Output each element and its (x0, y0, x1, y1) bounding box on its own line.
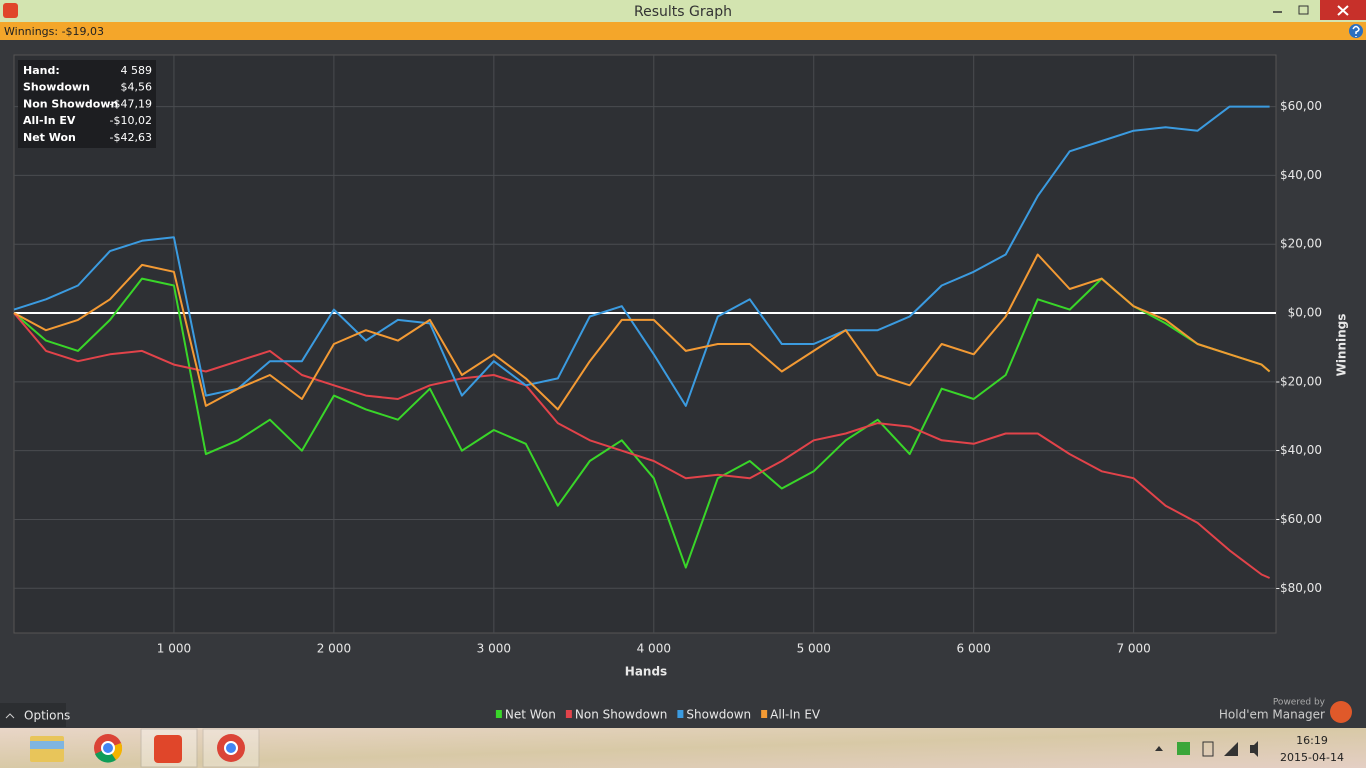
clock-date: 2015-04-14 (1280, 751, 1344, 764)
legend-item[interactable]: All-In EV (761, 708, 821, 722)
restore-button[interactable] (1298, 5, 1309, 15)
help-button[interactable] (1349, 24, 1363, 38)
legend-item[interactable]: Net Won (495, 708, 556, 722)
x-axis-title: Hands (625, 665, 667, 679)
legend-swatch (495, 710, 502, 718)
y-tick-label: -$80,00 (1276, 581, 1322, 595)
app-icon (3, 3, 18, 18)
series-line (13, 277, 1271, 569)
series-line (13, 105, 1270, 407)
legend-swatch (565, 710, 572, 718)
powered-by: Powered by (1273, 698, 1326, 708)
options-button[interactable]: Options (0, 703, 70, 727)
tooltip-value: $4,56 (121, 81, 153, 94)
title-bar (0, 0, 1366, 22)
x-tick-label: 6 000 (957, 642, 991, 656)
tooltip-value: -$47,19 (110, 97, 152, 110)
legend-label: All-In EV (770, 708, 821, 722)
y-tick-label: $40,00 (1280, 168, 1322, 182)
x-tick-label: 7 000 (1116, 642, 1150, 656)
holdem-manager-icon[interactable] (140, 728, 198, 768)
tooltip-key: Net Won (23, 131, 76, 144)
series-line (13, 312, 1271, 579)
tooltip-value: 4 589 (121, 64, 153, 77)
y-tick-label: -$20,00 (1276, 374, 1322, 388)
winnings-bar (0, 22, 1366, 40)
y-tick-label: $60,00 (1280, 99, 1322, 113)
y-axis-title: Winnings (1335, 314, 1349, 377)
x-tick-label: 4 000 (637, 642, 671, 656)
y-tick-label: $0,00 (1288, 306, 1322, 320)
legend: Net Won Non Showdown Showdown All-In EV (495, 708, 821, 722)
explorer-icon[interactable] (30, 736, 64, 762)
tooltip-key: Showdown (23, 81, 90, 94)
brand-name: Hold'em Manager (1219, 708, 1325, 722)
tooltip-value: -$10,02 (110, 114, 152, 127)
y-tick-label: -$60,00 (1276, 512, 1322, 526)
tooltip-value: -$42,63 (110, 131, 152, 144)
series-line (13, 253, 1271, 411)
y-tick-label: $20,00 (1280, 237, 1322, 251)
options-label: Options (24, 709, 70, 723)
close-button[interactable] (1320, 0, 1366, 20)
legend-swatch (761, 710, 768, 718)
tooltip-key: Non Showdown (23, 97, 118, 110)
tooltip-key: All-In EV (23, 114, 76, 127)
window-title: Results Graph (634, 4, 732, 20)
legend-label: Net Won (505, 708, 556, 722)
x-tick-label: 1 000 (157, 642, 191, 656)
x-tick-label: 5 000 (797, 642, 831, 656)
clock-time: 16:19 (1296, 734, 1328, 747)
legend-swatch (677, 710, 684, 718)
y-tick-label: -$40,00 (1276, 443, 1322, 457)
winnings-text: Winnings: -$19,03 (4, 25, 104, 38)
chrome-window-icon[interactable] (202, 728, 260, 768)
tray-icons[interactable] (1155, 741, 1258, 757)
brand-logo (1330, 701, 1352, 723)
legend-label: Non Showdown (575, 708, 668, 722)
legend-item[interactable]: Non Showdown (565, 708, 668, 722)
legend-item[interactable]: Showdown (677, 708, 751, 722)
chrome-icon[interactable] (94, 734, 123, 763)
tooltip-key: Hand: (23, 64, 60, 77)
legend-label: Showdown (686, 708, 751, 722)
x-tick-label: 2 000 (317, 642, 351, 656)
plot-area (13, 54, 1277, 634)
plot (13, 55, 1276, 633)
x-tick-label: 3 000 (477, 642, 511, 656)
